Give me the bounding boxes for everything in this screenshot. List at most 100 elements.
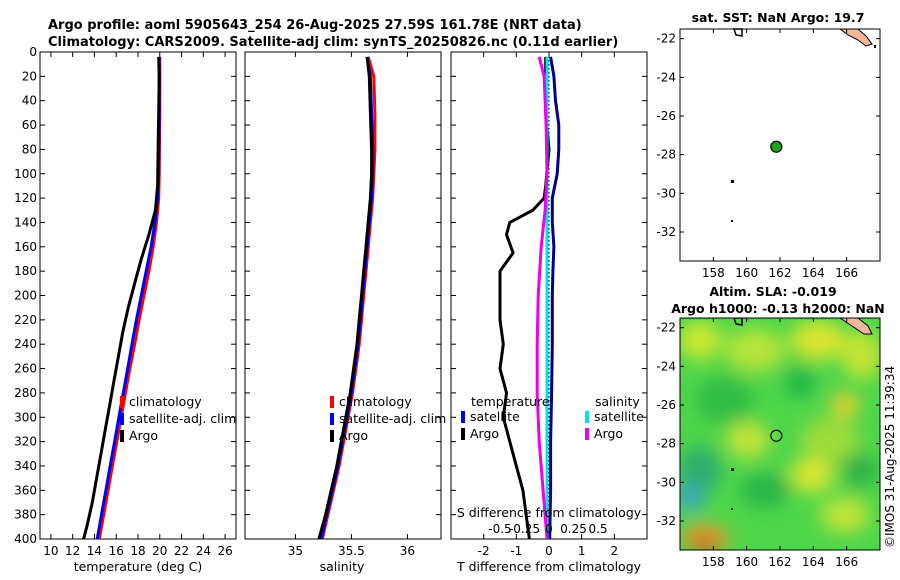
sla-map-title-2: Argo h1000: -0.13 h2000: NaN [671, 301, 885, 316]
island-dot [731, 468, 734, 471]
x-tick-label: 0 [545, 544, 553, 558]
legend-swatch-t-satellite [461, 411, 465, 423]
x-tick-label: 160 [735, 555, 758, 569]
x-tick-label: 35 [288, 544, 303, 558]
legend-label-satellite: satellite-adj. clim [129, 411, 236, 426]
sla-blob [782, 366, 818, 398]
argo-float-marker [770, 429, 783, 442]
y-tick-label: -32 [656, 514, 676, 528]
x-tick-label: 158 [702, 555, 725, 569]
legend-label-t-satellite: satellite [470, 409, 520, 424]
s-difference-label: S difference from climatology [457, 505, 642, 520]
title-line-1: Argo profile: aoml 5905643_254 26-Aug-20… [48, 18, 582, 33]
sla-blob [693, 538, 717, 550]
x-tick-label: 18 [130, 544, 145, 558]
y-tick-label: -22 [656, 321, 676, 335]
argo-float-marker [770, 140, 783, 153]
legend-label-s-satellite: satellite [594, 409, 644, 424]
y-tick-label: 80 [22, 142, 37, 156]
island-dot [731, 180, 734, 183]
legend-label-climatology: climatology [339, 394, 412, 409]
y-tick-label: 0 [29, 45, 37, 59]
land-patch [839, 318, 873, 335]
y-tick-label: 400 [14, 532, 37, 546]
x-tick-label: 14 [87, 544, 102, 558]
sla-heatmap [680, 318, 880, 550]
sst-map: sat. SST: NaN Argo: 19.7 158 160 162 164 166… [656, 10, 881, 280]
series-line-argo [82, 56, 161, 540]
y-tick-label: 320 [14, 435, 37, 449]
sla-blob [820, 497, 870, 533]
y-tick-label: -26 [656, 109, 676, 123]
y-tick-label: -30 [656, 475, 676, 489]
y-tick-label: 240 [14, 337, 37, 351]
sla-map: Altim. SLA: -0.019 Argo h1000: -0.13 h20… [656, 284, 884, 569]
land-patch [838, 28, 873, 47]
salinity-legend: climatology satellite-adj. clim Argo [330, 394, 446, 443]
y-tick-label: -28 [656, 437, 676, 451]
sla-blob [790, 320, 846, 360]
sla-map-title-1: Altim. SLA: -0.019 [709, 284, 836, 299]
y-tick-label: -28 [656, 148, 676, 162]
imos-timestamp: ©IMOS 31-Aug-2025 11:39:34 [883, 366, 897, 548]
salinity-axes [244, 51, 442, 540]
sla-blob [726, 422, 770, 458]
x-tick-label: 166 [835, 555, 858, 569]
legend-title-temperature: temperature [471, 394, 550, 409]
y-tick-label: -22 [656, 32, 676, 46]
legend-swatch-climatology [330, 396, 334, 408]
x-tick-label: 10 [43, 544, 58, 558]
s-tick-label: -0.25 [509, 522, 540, 536]
legend-label-t-argo: Argo [470, 426, 499, 441]
legend-label-climatology: climatology [129, 394, 202, 409]
s-tick-label: -0.5 [488, 522, 511, 536]
y-tick-label: 120 [14, 191, 37, 205]
sst-map-land [731, 28, 876, 222]
salinity-panel: 35 35.5 36 salinity climatology satellite-… [244, 51, 446, 574]
series-line-t-satellite [548, 56, 561, 540]
temperature-panel: 10 12 14 16 18 20 22 24 260204060801001201401601… [14, 45, 237, 574]
sla-blob [800, 418, 860, 462]
y-tick-label: 300 [14, 410, 37, 424]
legend-title-salinity: salinity [595, 394, 640, 409]
island-dot [731, 220, 733, 222]
legend-swatch-satellite [330, 413, 334, 425]
legend-label-satellite: satellite-adj. clim [339, 411, 446, 426]
difference-panel: -2 -1 0 1 2 S difference from climatology -0… [450, 51, 648, 574]
x-tick-label: -2 [478, 544, 490, 558]
y-tick-label: 160 [14, 240, 37, 254]
x-tick-label: 36 [400, 544, 415, 558]
legend-label-s-argo: Argo [594, 426, 623, 441]
legend-swatch-satellite [120, 413, 124, 425]
y-tick-label: 380 [14, 508, 37, 522]
y-tick-label: 360 [14, 483, 37, 497]
temperature-legend: climatology satellite-adj. clim Argo [120, 394, 236, 443]
sla-blob [680, 446, 722, 494]
y-tick-label: 100 [14, 167, 37, 181]
x-tick-label: 160 [735, 266, 758, 280]
temperature-axes [39, 51, 237, 540]
x-tick-label: 164 [802, 266, 825, 280]
y-tick-label: -32 [656, 225, 676, 239]
x-tick-label: 16 [109, 544, 124, 558]
y-tick-label: 280 [14, 386, 37, 400]
y-tick-label: -26 [656, 398, 676, 412]
y-tick-label: 200 [14, 289, 37, 303]
y-tick-label: 60 [22, 118, 37, 132]
x-tick-label: -1 [510, 544, 522, 558]
x-tick-label: 2 [611, 544, 619, 558]
legend-swatch-s-satellite [585, 411, 589, 423]
legend-swatch-climatology [120, 396, 124, 408]
island-dot [874, 45, 876, 48]
temperature-xlabel: temperature (deg C) [74, 559, 203, 574]
legend-swatch-s-argo [585, 428, 589, 440]
x-tick-label: 26 [217, 544, 232, 558]
series-line-s-argo [535, 56, 549, 540]
x-tick-label: 162 [769, 266, 792, 280]
y-tick-label: -30 [656, 186, 676, 200]
island-outline [732, 28, 743, 37]
t-difference-xlabel: T difference from climatology [456, 559, 642, 574]
series-line-argo [317, 56, 374, 540]
x-tick-label: 22 [174, 544, 189, 558]
sla-blob [790, 457, 834, 493]
